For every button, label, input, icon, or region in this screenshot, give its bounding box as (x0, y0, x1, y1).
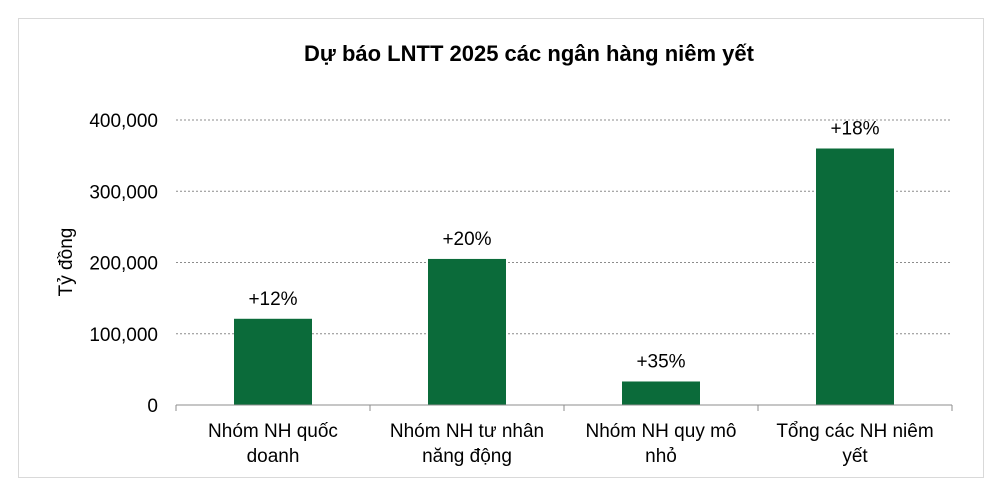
chart-frame (18, 18, 984, 478)
chart-title: Dự báo LNTT 2025 các ngân hàng niêm yết (304, 41, 755, 66)
x-axis-ticks (175, 405, 953, 411)
bar (234, 318, 312, 405)
y-tick-label: 200,000 (89, 254, 158, 275)
y-axis-label: Tỷ đồng (56, 228, 77, 297)
category-label: Tổng các NH niêm (776, 421, 933, 442)
y-axis-ticks: 0 100,000 200,000 300,000 400,000 (89, 111, 158, 417)
category-label: Nhóm NH quy mô (586, 421, 737, 442)
category-label: năng động (422, 446, 512, 467)
bar (816, 148, 894, 405)
data-label: +18% (830, 119, 879, 140)
category-label: yết (842, 446, 868, 467)
category-label: Nhóm NH tư nhân (390, 421, 544, 442)
category-label: doanh (247, 446, 300, 467)
bar (622, 381, 700, 405)
bars (234, 148, 894, 405)
data-label: +12% (248, 289, 297, 310)
y-tick-label: 100,000 (89, 325, 158, 346)
data-label: +35% (636, 351, 685, 372)
category-label: nhỏ (645, 446, 677, 467)
y-tick-label: 0 (147, 396, 158, 417)
x-axis-categories: Nhóm NH quốc doanh Nhóm NH tư nhân năng độn… (208, 421, 934, 467)
data-label: +20% (442, 229, 491, 250)
data-labels: +12% +20% +35% +18% (248, 119, 879, 373)
bar (428, 258, 506, 405)
y-tick-label: 400,000 (89, 111, 158, 132)
category-label: Nhóm NH quốc (208, 421, 338, 442)
y-tick-label: 300,000 (89, 182, 158, 203)
